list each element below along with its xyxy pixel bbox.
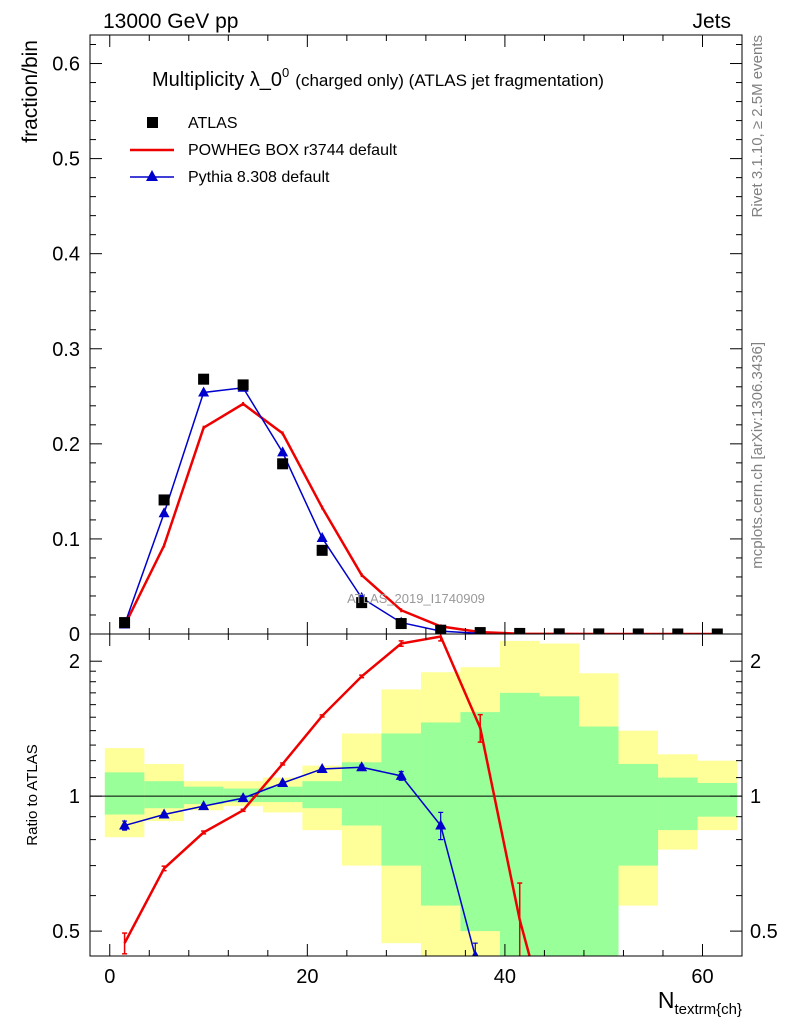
atlas-point — [198, 373, 210, 385]
pythia-ratio-point — [277, 776, 289, 787]
atlas-point — [316, 544, 328, 556]
pythia-ratio-point — [316, 762, 328, 773]
band-inner — [539, 696, 579, 956]
band-inner — [104, 772, 145, 815]
atlas-point — [514, 627, 526, 634]
main-y-tick-label: 0.4 — [52, 244, 80, 266]
main-y-tick-label: 0.3 — [52, 339, 80, 361]
band-inner — [144, 781, 184, 809]
atlas-point — [474, 627, 486, 634]
ratio-y-tick-label: 2 — [69, 651, 80, 673]
main-axis: 0 0.1 0.2 0.3 0.4 0.5 0.6 — [52, 35, 743, 646]
atlas-point — [237, 379, 249, 391]
legend-powheg-label: POWHEG BOX r3744 default — [188, 142, 398, 159]
x-axis-label: Ntextrm{ch} — [658, 987, 742, 1018]
pythia-ratio-point — [471, 950, 479, 956]
x-axis-label-main: N — [658, 987, 675, 1013]
ratio-y-tick-label-right: 0.5 — [750, 921, 778, 943]
pythia-point — [198, 386, 210, 397]
band-inner — [658, 777, 698, 831]
header-process: Jets — [692, 10, 731, 33]
powheg-line — [123, 402, 718, 634]
watermark: ATLAS_2019_I1740909 — [347, 591, 485, 606]
ratio-axis: 0.5 0.51 12 20 20 40 60 — [52, 634, 778, 988]
band-inner — [302, 781, 342, 809]
plot-title-sup: 0 — [282, 65, 289, 80]
ratio-panel: 0.5 0.51 12 20 20 40 60 Ratio to ATLAS Ntextrm… — [24, 633, 778, 1018]
ratio-y-tick-label-right: 2 — [750, 651, 761, 673]
band-inner — [460, 712, 500, 932]
main-y-tick-label: 0.6 — [52, 54, 80, 76]
ratio-frame — [89, 633, 743, 957]
pythia-ratio-line — [124, 766, 476, 956]
ratio-y-label: Ratio to ATLAS — [24, 744, 41, 845]
pythia-ratio-point — [237, 792, 249, 803]
rivet-version: Rivet 3.1.10, ≥ 2.5M events — [749, 35, 766, 218]
pythia-point — [316, 531, 328, 542]
plot-title-rest: (charged only) (ATLAS jet fragmentation) — [295, 71, 604, 90]
pythia-ratio-point — [395, 769, 407, 780]
powheg-ratio-line — [123, 635, 531, 956]
main-panel: ATLAS_2019_I1740909 00.10.20.30.40.50.6 … — [19, 34, 743, 646]
main-y-tick-label: 0.1 — [52, 529, 80, 551]
band-inner — [183, 786, 224, 805]
band-inner — [381, 733, 421, 866]
band-inner — [262, 786, 303, 803]
ratio-y-tick-label: 0.5 — [52, 921, 80, 943]
atlas-point — [395, 618, 407, 630]
pythia-line — [123, 386, 481, 634]
atlas-point — [711, 628, 723, 634]
ratio-y-tick-label: 1 — [69, 786, 80, 808]
ratio-x-tick-label: 60 — [691, 966, 713, 988]
plot-title-main: Multiplicity λ_0 — [152, 69, 282, 91]
ratio-x-tick-label: 20 — [296, 966, 318, 988]
pythia-point — [277, 446, 289, 457]
atlas-point — [158, 494, 170, 506]
band-inner — [579, 726, 619, 956]
pythia-ratio-point — [119, 819, 131, 830]
ratio-y-tick-label-right: 1 — [750, 786, 761, 808]
pythia-point — [158, 507, 170, 518]
mcplots-credit: mcplots.cern.ch [arXiv:1306.3436] — [749, 342, 766, 569]
pythia-ratio-point — [435, 819, 447, 830]
band-inner — [697, 782, 738, 817]
legend-pythia-label: Pythia 8.308 default — [188, 169, 330, 186]
pythia-ratio-point — [158, 808, 170, 819]
x-axis-label-sub: textrm{ch} — [674, 1001, 742, 1018]
atlas-point — [553, 628, 565, 634]
main-data-layer — [119, 373, 723, 634]
main-y-tick-label: 0.2 — [52, 434, 80, 456]
ratio-x-tick-label: 0 — [104, 966, 115, 988]
legend-atlas-marker — [147, 117, 158, 128]
legend: ATLAS POWHEG BOX r3744 default Pythia 8.… — [130, 115, 398, 186]
atlas-point — [435, 624, 447, 634]
main-y-tick-label: 0.5 — [52, 149, 80, 171]
atlas-point — [119, 617, 131, 629]
ratio-x-tick-label: 40 — [494, 966, 516, 988]
atlas-point — [593, 628, 605, 634]
atlas-point — [356, 597, 368, 609]
pythia-ratio-point — [356, 761, 368, 772]
main-y-tick-label: 0 — [69, 624, 80, 646]
band-inner — [618, 763, 659, 866]
band-inner — [341, 762, 382, 826]
legend-pythia-marker — [146, 170, 158, 181]
ratio-data-layer — [90, 634, 742, 956]
plot-title: Multiplicity λ_00 (charged only) (ATLAS j… — [152, 65, 604, 91]
atlas-point — [672, 628, 684, 634]
header-energy: 13000 GeV pp — [103, 10, 238, 33]
atlas-point — [632, 628, 644, 634]
main-y-label: fraction/bin — [19, 40, 42, 143]
atlas-point — [277, 458, 289, 470]
pythia-ratio-point — [198, 800, 210, 811]
legend-atlas-label: ATLAS — [188, 115, 238, 132]
